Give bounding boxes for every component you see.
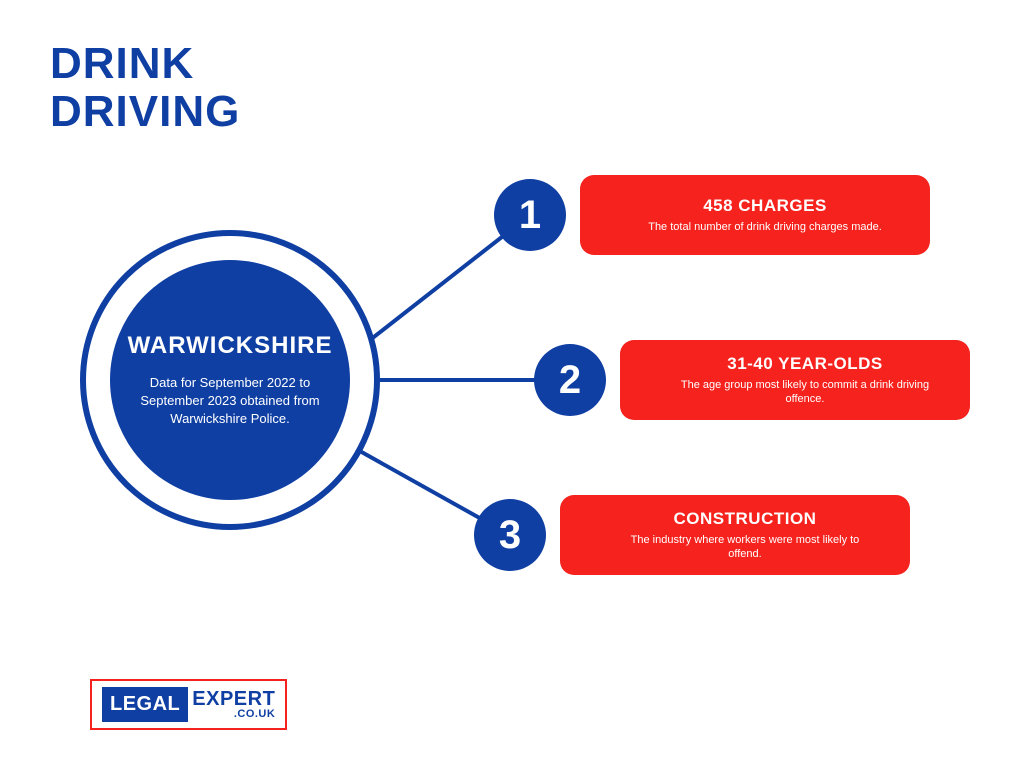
stat-heading: 31-40 YEAR-OLDS bbox=[727, 354, 883, 374]
stat-number-badge: 2 bbox=[534, 344, 606, 416]
stat-number-badge: 3 bbox=[474, 499, 546, 571]
brand-logo: LEGAL EXPERT .CO.UK bbox=[90, 679, 287, 730]
stat-number-badge: 1 bbox=[494, 179, 566, 251]
title-line-1: DRINK bbox=[50, 40, 240, 88]
hub-description: Data for September 2022 to September 202… bbox=[130, 374, 330, 429]
logo-block-text: LEGAL bbox=[102, 687, 188, 722]
hub-heading: WARWICKSHIRE bbox=[128, 332, 333, 360]
logo-domain-text: .CO.UK bbox=[234, 709, 276, 720]
stat-box: 31-40 YEAR-OLDS The age group most likely… bbox=[620, 340, 970, 420]
stat-heading: 458 CHARGES bbox=[703, 196, 827, 216]
stat-description: The age group most likely to commit a dr… bbox=[680, 378, 930, 407]
hub-inner-circle: WARWICKSHIRE Data for September 2022 to … bbox=[110, 260, 350, 500]
stat-heading: CONSTRUCTION bbox=[674, 509, 817, 529]
stat-description: The total number of drink driving charge… bbox=[648, 220, 882, 234]
title-line-2: DRIVING bbox=[50, 88, 240, 136]
logo-right-stack: EXPERT .CO.UK bbox=[192, 689, 275, 720]
stat-box: CONSTRUCTION The industry where workers w… bbox=[560, 495, 910, 575]
stat-box: 458 CHARGES The total number of drink dri… bbox=[580, 175, 930, 255]
logo-expert-text: EXPERT bbox=[192, 689, 275, 709]
page-title: DRINK DRIVING bbox=[50, 40, 240, 137]
stat-description: The industry where workers were most lik… bbox=[620, 533, 870, 562]
